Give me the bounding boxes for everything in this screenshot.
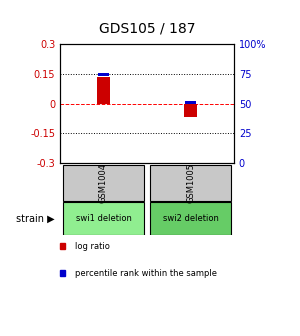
Text: log ratio: log ratio [75, 243, 110, 251]
Text: strain ▶: strain ▶ [16, 214, 55, 224]
Bar [151, 165, 230, 201]
Text: GDS105 / 187: GDS105 / 187 [99, 21, 195, 35]
Text: swi2 deletion: swi2 deletion [163, 214, 218, 223]
Bar [98, 73, 109, 76]
Text: percentile rank within the sample: percentile rank within the sample [75, 269, 217, 278]
Bar [151, 202, 230, 235]
Text: GSM1005: GSM1005 [186, 163, 195, 203]
Text: GSM1004: GSM1004 [99, 163, 108, 203]
Bar [64, 165, 143, 201]
Bar [184, 103, 197, 118]
Bar [97, 77, 110, 103]
Bar [185, 101, 196, 104]
Text: swi1 deletion: swi1 deletion [76, 214, 131, 223]
Bar [64, 202, 143, 235]
